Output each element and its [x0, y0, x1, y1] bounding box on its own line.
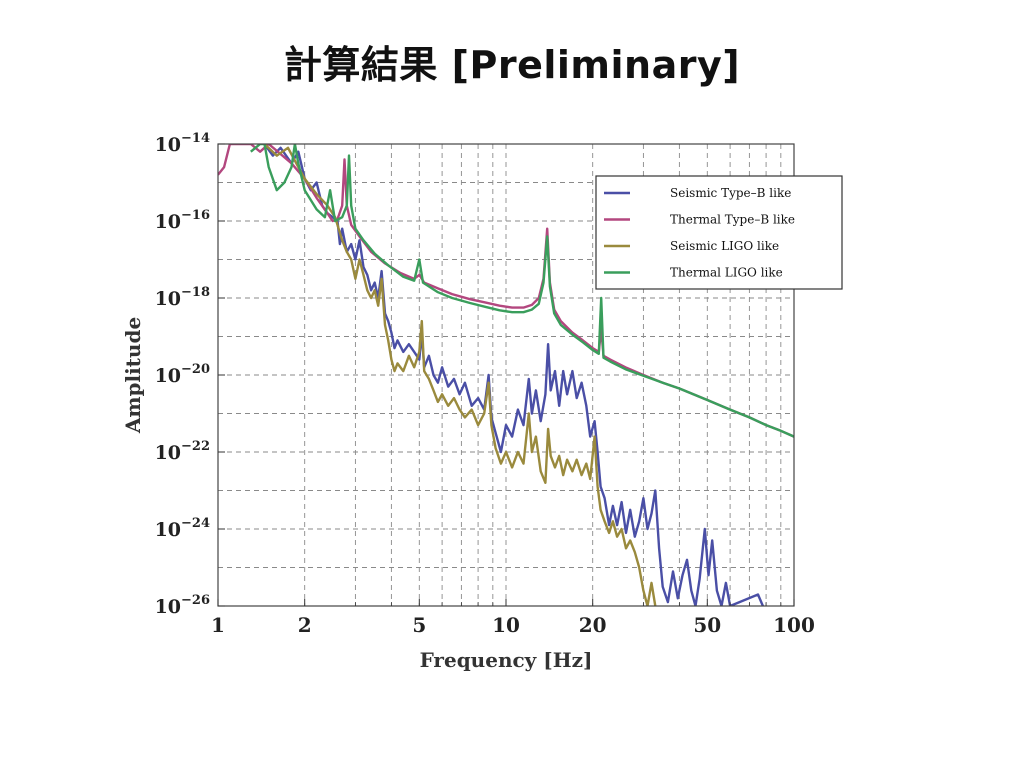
series-line	[250, 144, 794, 438]
y-axis-label: Amplitude	[121, 317, 145, 434]
x-tick-label: 10	[492, 613, 520, 637]
series-line	[263, 144, 657, 606]
series-lines	[218, 144, 794, 606]
x-tick-label: 50	[693, 613, 721, 637]
legend-label: Seismic LIGO like	[670, 239, 779, 253]
legend: Seismic Type–B like Thermal Type–B like Se…	[595, 175, 843, 290]
legend-box	[595, 175, 843, 290]
x-axis-label: Frequency [Hz]	[420, 648, 593, 672]
y-tick-label: 10−26	[155, 593, 210, 618]
axis-ticks: 1 2 5 10 20 50 100 10−14 10−16 10−18 10−20 10−22 10−…	[155, 131, 815, 637]
y-tick-label: 10−24	[155, 516, 210, 541]
legend-label: Thermal Type–B like	[670, 213, 795, 227]
y-tick-label: 10−18	[155, 285, 210, 310]
x-tick-label: 2	[298, 613, 312, 637]
x-tick-label: 1	[211, 613, 225, 637]
legend-label: Thermal LIGO like	[670, 266, 783, 280]
y-tick-label: 10−16	[155, 208, 210, 233]
x-tick-label: 5	[412, 613, 426, 637]
x-tick-label: 20	[579, 613, 607, 637]
y-tick-label: 10−20	[155, 362, 210, 387]
series-line	[263, 144, 765, 606]
y-tick-label: 10−22	[155, 439, 210, 464]
legend-label: Seismic Type–B like	[670, 186, 791, 200]
slide-title: 計算結果 [Preliminary]	[283, 43, 741, 87]
y-tick-label: 10−14	[155, 131, 210, 156]
x-tick-label: 100	[773, 613, 815, 637]
